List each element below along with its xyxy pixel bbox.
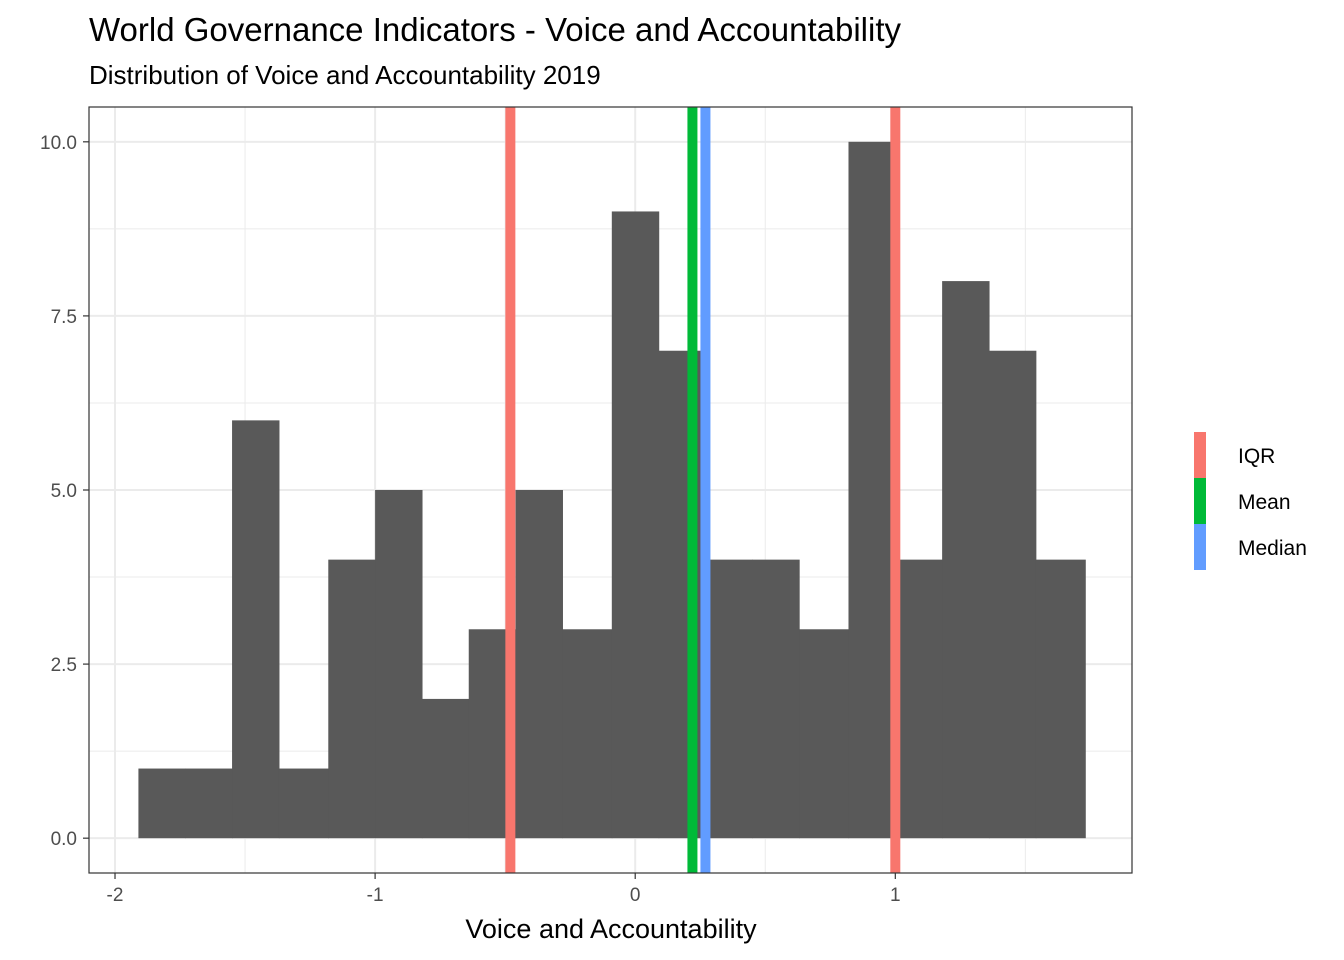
histogram-bar [562,629,613,839]
reference-lines [505,107,901,873]
x-tick-label: 0 [630,885,641,906]
reference-line-iqr [890,107,901,873]
chart-subtitle: Distribution of Voice and Accountability… [89,60,601,90]
y-tick-label: 0.0 [51,829,77,850]
histogram-bar [895,559,943,839]
y-tick-label: 10.0 [40,133,77,154]
x-tick-label: -2 [107,885,124,906]
histogram-bar [232,420,280,839]
legend-label-iqr: IQR [1238,445,1275,468]
reference-line-iqr [505,107,516,873]
legend-key-median [1194,524,1206,570]
histogram-bar [1035,559,1086,839]
y-axis: 0.0 2.5 5.0 7.5 10.0 [40,133,89,850]
x-tick-label: 1 [890,885,901,906]
histogram-bar [799,629,850,839]
legend-label-median: Median [1238,537,1307,560]
histogram-bar [988,350,1037,839]
histogram-bar [848,141,896,839]
histogram-bars [138,141,1086,839]
histogram-bar [278,768,329,839]
x-tick-label: -1 [367,885,384,906]
legend-key-iqr [1194,432,1206,478]
histogram-bar [658,350,707,839]
x-axis-title: Voice and Accountability [465,914,757,944]
reference-line-mean [687,107,698,873]
y-tick-label: 2.5 [51,655,77,676]
histogram-bar [328,559,376,839]
histogram-bar [515,490,563,839]
histogram-bar [611,211,660,839]
y-tick-label: 5.0 [51,481,77,502]
histogram-bar [185,768,233,839]
y-tick-label: 7.5 [51,307,77,328]
legend-key-mean [1194,478,1206,524]
histogram-bar [705,559,753,839]
histogram-bar [375,490,423,839]
histogram-bar [752,559,800,839]
legend: IQR Mean Median [1194,432,1307,570]
legend-label-mean: Mean [1238,491,1291,514]
x-axis: -2 -1 0 1 [107,873,901,906]
chart-title: World Governance Indicators - Voice and … [89,11,901,48]
histogram-bar [942,281,990,839]
histogram-bar [421,698,470,839]
reference-line-median [700,107,711,873]
histogram-bar [138,768,186,839]
